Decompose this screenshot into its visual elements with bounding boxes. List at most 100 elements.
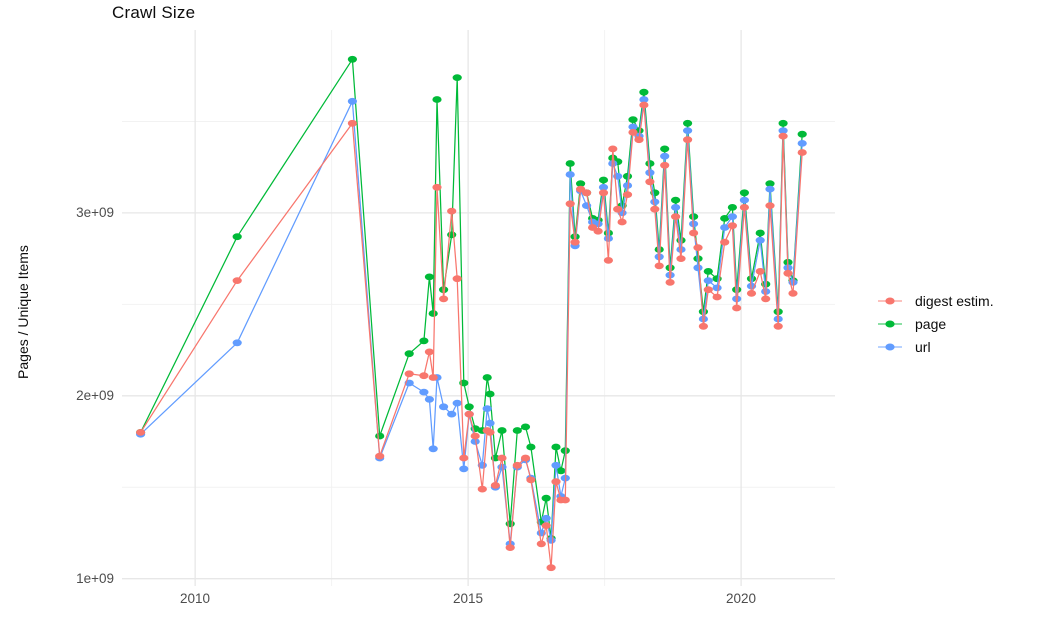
data-point-digest-estim [565,200,575,208]
data-point-digest-estim [598,189,609,197]
data-point-digest-estim [497,454,507,462]
data-point-digest-estim [732,304,742,312]
data-point-digest-estim [526,476,536,484]
data-point-url [482,405,492,412]
data-point-digest-estim [582,189,592,197]
data-point-digest-estim [693,244,703,252]
data-point-digest-estim [703,286,713,294]
legend-key-icon [878,343,902,350]
data-point-digest-estim [622,191,633,199]
legend-item: page [877,315,994,332]
data-point-digest-estim [773,322,783,330]
data-point-digest-estim [375,452,385,460]
data-point-digest-estim [654,262,664,270]
data-point-digest-estim [447,207,457,215]
data-point-url [693,264,703,272]
data-point-digest-estim [671,213,681,221]
data-point-digest-estim [634,136,644,144]
data-point-page [447,231,457,239]
data-point-url [683,127,693,134]
data-point-url [778,127,788,134]
data-point-page [645,160,655,167]
data-point-digest-estim [452,275,462,283]
data-point-digest-estim [739,204,750,211]
data-point-url [639,96,649,103]
data-point-digest-estim [650,205,660,213]
data-point-url [703,277,713,284]
data-point-digest-estim [761,295,771,303]
data-point-digest-estim [546,564,556,572]
data-point-page [683,119,693,127]
data-point-digest-estim [136,429,146,436]
data-point-page [727,204,738,211]
data-point-digest-estim [617,218,627,226]
data-point-url [470,438,480,445]
data-point-digest-estim [560,496,570,504]
data-point-url [419,388,429,396]
data-point-url [671,204,681,211]
y-tick-label: 2e+09 [76,388,114,403]
legend-key-icon [878,320,902,327]
data-point-page [232,233,242,241]
legend-key-icon [878,297,902,304]
y-axis-title: Pages / Unique Items [15,245,31,379]
data-point-page [404,350,414,358]
data-point-page [512,427,522,434]
data-point-digest-estim [536,540,546,548]
data-point-url [485,419,495,427]
data-point-page [598,176,609,184]
data-point-digest-estim [512,461,522,469]
data-point-digest-estim [720,238,730,246]
data-point-page [720,215,730,222]
data-point-page [622,172,633,180]
y-tick-label: 3e+09 [76,205,114,220]
data-point-digest-estim [628,129,638,136]
series-line-page [140,58,803,540]
data-point-url [603,235,613,242]
data-point-digest-estim [477,485,487,493]
legend-item-label: digest estim. [915,292,994,309]
data-point-url [755,236,765,244]
data-point-digest-estim [419,372,429,380]
data-point-digest-estim [432,183,442,191]
data-point-page [628,116,638,123]
data-point-digest-estim [783,269,793,277]
data-point-digest-estim [428,374,438,381]
data-point-digest-estim [541,522,551,529]
legend-item: digest estim. [877,292,994,309]
data-point-url [447,410,457,418]
data-point-page [424,273,434,281]
x-tick-label: 2015 [452,591,484,606]
data-point-url [622,182,633,189]
data-point-digest-estim [608,145,618,153]
data-point-digest-estim [593,227,603,235]
data-point-url [428,445,438,453]
data-point-url [739,196,750,204]
data-point-url [541,514,551,522]
data-point-page [765,180,775,188]
data-point-url [347,97,357,105]
data-point-digest-estim [232,277,242,284]
data-point-url [598,183,609,191]
data-point-digest-estim [505,544,515,551]
data-point-digest-estim [665,279,675,286]
data-point-url [546,536,556,544]
data-point-digest-estim [485,429,495,436]
data-point-url [439,403,449,411]
chart-title: Crawl Size [112,3,196,22]
data-point-url [232,339,242,347]
data-point-url [650,198,660,206]
data-point-page [419,337,429,345]
data-point-digest-estim [570,238,580,246]
data-point-page [576,180,586,188]
data-point-digest-estim [470,432,480,440]
legend: digest estim. page url [877,292,994,355]
data-point-url [452,399,462,407]
data-point-digest-estim [613,205,623,213]
data-point-url [551,461,561,469]
data-point-digest-estim [660,161,670,169]
data-point-page [739,189,750,197]
legend-item: url [877,338,994,355]
data-point-digest-estim [490,482,500,489]
y-tick-label: 1e+09 [76,571,114,586]
